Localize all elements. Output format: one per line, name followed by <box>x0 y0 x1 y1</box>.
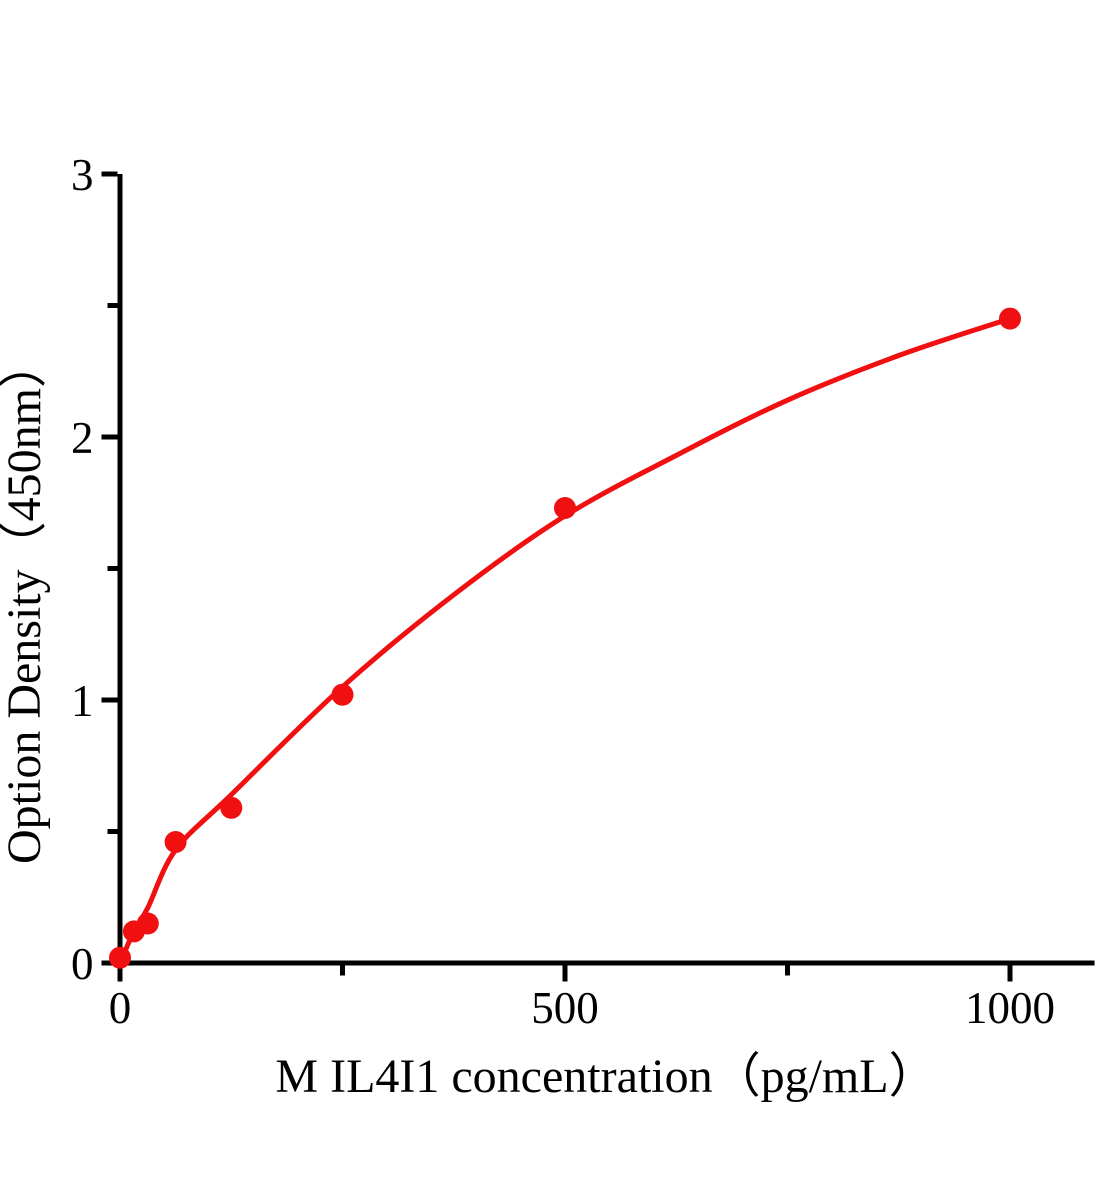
axes-layer: 0 500 1000 0 1 2 3 <box>71 150 1095 1033</box>
data-point <box>999 307 1021 330</box>
y-axis-title: Option Density（450nm） <box>0 340 51 864</box>
data-point <box>220 796 243 819</box>
data-point <box>554 497 576 519</box>
y-tick-label: 1 <box>71 676 94 726</box>
x-axis-title: M IL4I1 concentration（pg/mL） <box>275 1050 936 1103</box>
fit-curve-layer <box>117 316 1013 966</box>
x-tick-label: 1000 <box>965 983 1055 1033</box>
y-tick-label: 3 <box>71 150 94 200</box>
data-point <box>331 683 354 706</box>
data-point <box>136 912 159 935</box>
fit-curve-line <box>117 316 1013 966</box>
x-tick-label: 500 <box>531 983 599 1033</box>
data-points-layer <box>109 307 1021 969</box>
y-tick-label: 2 <box>71 413 94 463</box>
data-point <box>164 831 187 853</box>
y-tick-label: 0 <box>71 939 94 989</box>
x-tick-label: 0 <box>109 983 132 1033</box>
data-point <box>109 946 131 969</box>
